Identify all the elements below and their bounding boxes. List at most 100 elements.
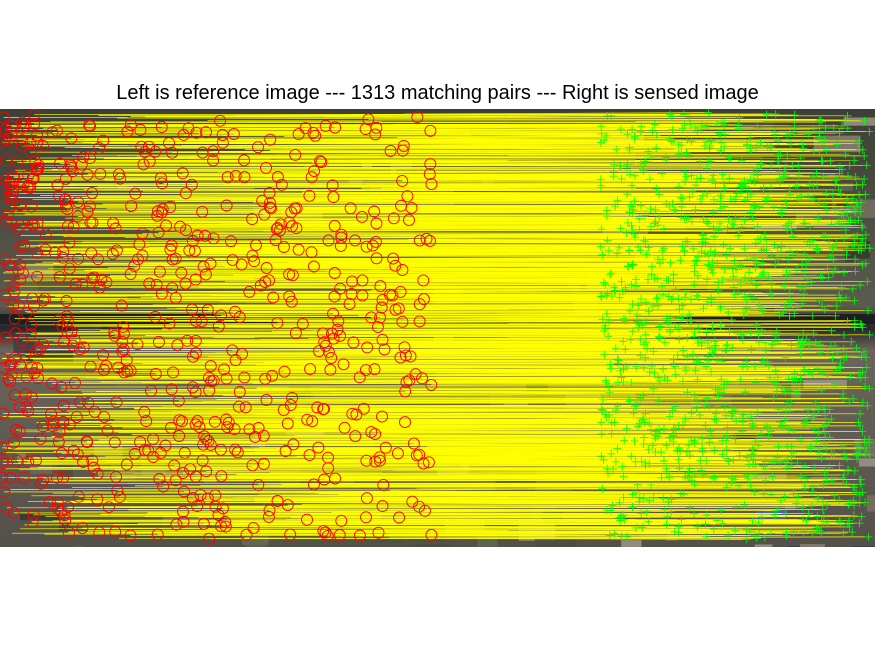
sensed-keypoint [640, 157, 649, 166]
match-line [348, 201, 862, 203]
sensed-keypoint [774, 337, 783, 345]
reference-keypoint [118, 366, 131, 379]
sensed-keypoint [804, 191, 813, 200]
sensed-keypoint [843, 195, 851, 204]
reference-keypoint [301, 413, 314, 426]
sensed-keypoint [786, 247, 794, 256]
reference-keypoint [278, 365, 291, 378]
sensed-keypoint [742, 296, 751, 304]
reference-keypoint [143, 140, 155, 153]
sensed-keypoint [678, 124, 687, 133]
aerial-block [666, 528, 678, 541]
sensed-keypoint [833, 348, 842, 357]
sensed-keypoint [804, 368, 813, 377]
sensed-keypoint [778, 421, 787, 430]
reference-keypoint [52, 314, 65, 327]
sensed-keypoint [735, 113, 744, 122]
sensed-keypoint [636, 246, 645, 255]
sensed-keypoint [638, 523, 647, 532]
sensed-keypoint [644, 275, 652, 284]
reference-keypoint [0, 361, 11, 374]
sensed-keypoint [738, 413, 747, 422]
reference-keypoint [343, 298, 356, 310]
sensed-keypoint [683, 135, 692, 144]
match-line [323, 530, 675, 533]
reference-keypoint [221, 171, 234, 184]
sensed-keypoint [714, 286, 723, 295]
sensed-keypoint [733, 189, 742, 197]
sensed-keypoint [597, 429, 606, 438]
sensed-keypoint [681, 414, 690, 423]
sensed-keypoint [857, 475, 865, 484]
reference-keypoint [346, 407, 359, 420]
sensed-keypoint [813, 512, 822, 521]
reference-keypoint [400, 376, 413, 389]
reference-keypoint [31, 270, 44, 283]
sensed-keypoint [730, 220, 739, 229]
sensed-keypoint [686, 317, 695, 326]
match-line [333, 338, 641, 340]
sensed-keypoint [754, 330, 763, 339]
sensed-keypoint [786, 399, 795, 407]
sensed-keypoint [721, 347, 730, 356]
reference-keypoint [4, 375, 17, 388]
sensed-keypoint [677, 202, 686, 211]
sensed-keypoint [764, 432, 773, 440]
reference-keypoint [124, 364, 137, 377]
sensed-keypoint [649, 347, 658, 356]
sensed-keypoint [640, 211, 649, 220]
sensed-keypoint [746, 482, 755, 490]
reference-keypoint [14, 273, 27, 286]
sensed-keypoint [596, 183, 605, 192]
sensed-keypoint [688, 187, 697, 196]
sensed-keypoint [741, 388, 750, 397]
sensed-keypoint [780, 301, 789, 310]
sensed-keypoint [766, 373, 774, 382]
sensed-keypoint [632, 362, 641, 371]
sensed-keypoint [865, 450, 874, 459]
sensed-keypoint [800, 481, 809, 490]
sensed-keypoint [702, 217, 711, 226]
sensed-keypoint [683, 352, 692, 361]
match-line [281, 482, 847, 485]
sensed-keypoint [622, 424, 631, 433]
match-line [6, 219, 859, 223]
sensed-keypoint [693, 522, 702, 531]
sensed-keypoint [850, 296, 859, 305]
sensed-keypoint [615, 498, 624, 507]
reference-keypoint [399, 349, 412, 362]
sensed-keypoint [652, 131, 661, 140]
reference-keypoint [69, 277, 82, 290]
sensed-keypoint [709, 171, 718, 180]
sensed-keypoint [673, 351, 682, 360]
sensed-keypoint [835, 129, 844, 138]
sensed-keypoint [631, 275, 640, 284]
sensed-keypoint [748, 517, 757, 525]
sensed-keypoint [651, 448, 660, 456]
sensed-keypoint [607, 449, 616, 458]
reference-keypoint [424, 124, 437, 137]
sensed-keypoint [725, 174, 734, 183]
reference-keypoint [157, 480, 170, 493]
sensed-keypoint [831, 180, 840, 188]
reference-keypoint [55, 447, 68, 460]
sensed-keypoint [855, 499, 864, 508]
match-line [58, 324, 661, 327]
sensed-keypoint [850, 156, 859, 165]
sensed-keypoint [810, 463, 819, 472]
sensed-keypoint [846, 372, 855, 381]
sensed-keypoint [702, 164, 711, 172]
reference-keypoint [186, 381, 199, 394]
reference-keypoint [185, 178, 198, 191]
sensed-keypoint [722, 445, 731, 454]
sensed-keypoint [607, 429, 616, 438]
sensed-keypoint [598, 406, 607, 415]
reference-keypoint [239, 401, 252, 414]
match-line [390, 488, 603, 491]
match-line [158, 232, 627, 234]
sensed-keypoint [637, 509, 646, 518]
sensed-keypoint [701, 520, 710, 529]
sensed-keypoint [600, 136, 609, 145]
sensed-keypoint [625, 306, 634, 315]
reference-keypoint [207, 154, 220, 167]
